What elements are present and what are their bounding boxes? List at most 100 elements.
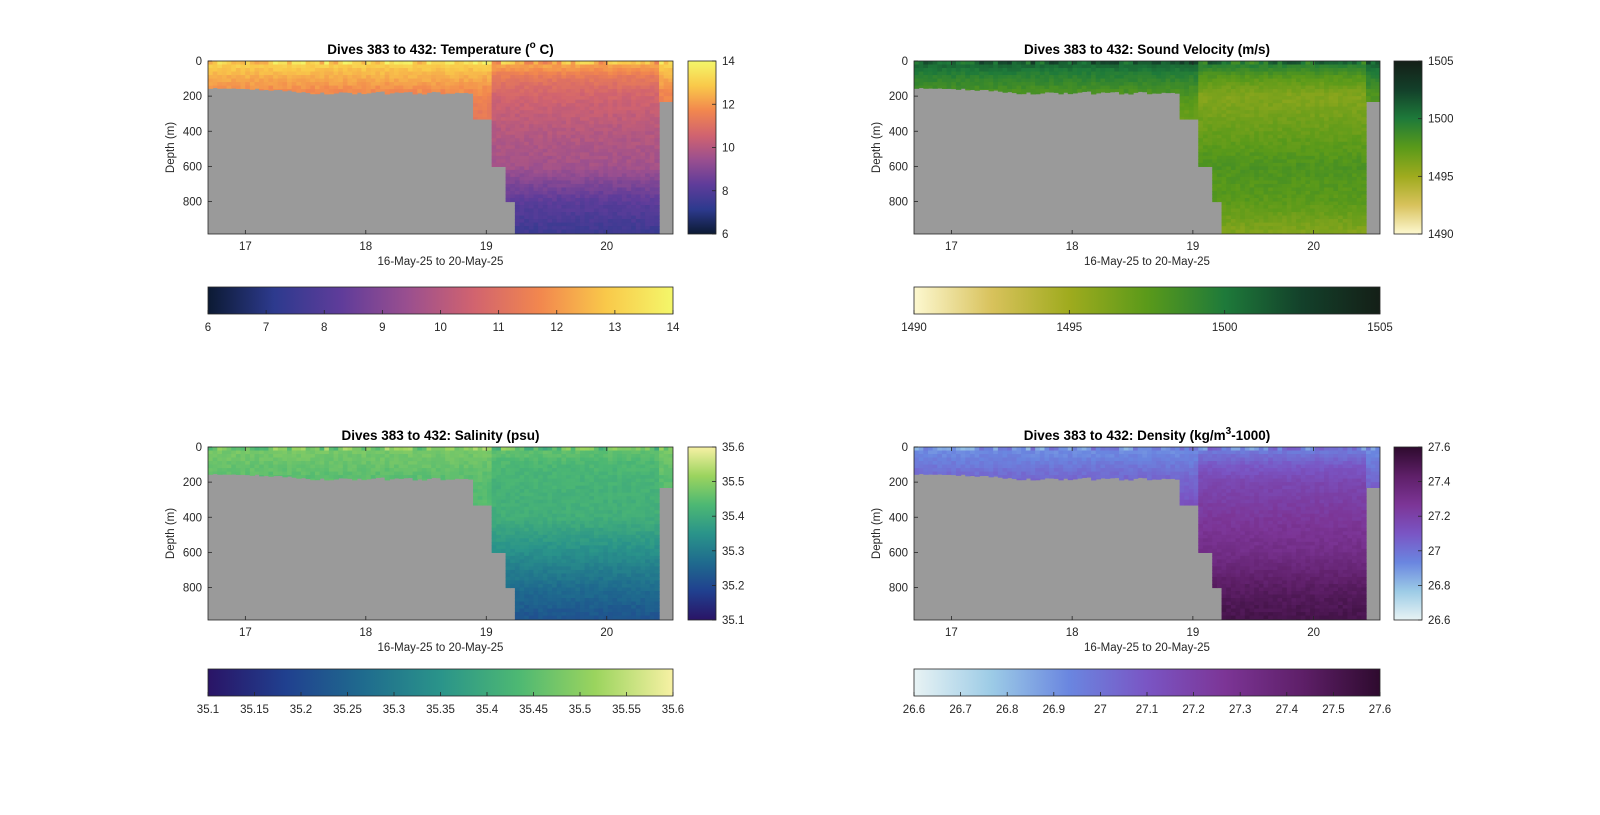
heatmap-cell <box>1300 96 1307 101</box>
heatmap-cell <box>245 464 251 469</box>
heatmap-cell <box>570 138 576 143</box>
heatmap-cell <box>510 155 516 160</box>
heatmap-cell <box>552 71 558 76</box>
heatmap-cell <box>514 208 521 213</box>
heatmap-cell <box>1249 71 1255 76</box>
heatmap-cell <box>1342 201 1348 206</box>
heatmap-cell <box>510 99 516 104</box>
heatmap-cell <box>607 183 614 189</box>
heatmap-cell <box>1240 219 1246 224</box>
heatmap-cell <box>1258 71 1265 76</box>
heatmap-cell <box>1165 85 1171 90</box>
heatmap-cell <box>1263 82 1269 87</box>
heatmap-cell <box>607 110 614 115</box>
heatmap-cell <box>589 208 595 213</box>
heatmap-cell <box>561 159 567 164</box>
heatmap-cell <box>538 110 544 115</box>
heatmap-cell <box>955 61 962 66</box>
heatmap-cell <box>221 61 228 66</box>
heatmap-cell <box>1286 145 1293 150</box>
heatmap-cell <box>1333 212 1339 217</box>
heatmap-cell <box>1272 61 1279 66</box>
heatmap-cell <box>1226 145 1232 150</box>
heatmap-cell <box>1063 89 1069 93</box>
heatmap-cell <box>1044 61 1050 66</box>
heatmap-cell <box>552 85 558 90</box>
heatmap-cell <box>519 148 525 153</box>
heatmap-cell <box>528 205 535 210</box>
heatmap-cell <box>245 78 251 83</box>
heatmap-cell <box>654 162 660 167</box>
heatmap-cell <box>1021 78 1027 83</box>
heatmap-cell <box>240 447 246 452</box>
heatmap-cell <box>1338 61 1344 66</box>
heatmap-cell <box>333 78 339 83</box>
heatmap-cell <box>394 71 400 76</box>
heatmap-cell <box>969 78 976 83</box>
heatmap-cell <box>1291 75 1297 80</box>
heatmap-cell <box>1240 145 1246 150</box>
heatmap-cell <box>1305 166 1311 171</box>
heatmap-cell <box>542 82 549 87</box>
heatmap-cell <box>1268 208 1274 213</box>
heatmap-cell <box>259 464 265 469</box>
heatmap-cell <box>482 113 488 118</box>
heatmap-cell <box>1310 190 1316 196</box>
heatmap-cell <box>603 222 609 227</box>
heatmap-cell <box>566 92 572 97</box>
heatmap-cell <box>1361 152 1367 157</box>
heatmap-cell <box>584 120 590 125</box>
heatmap-cell <box>635 148 642 153</box>
heatmap-cell <box>631 215 637 220</box>
heatmap-cell <box>556 82 562 87</box>
heatmap-cell <box>1263 99 1269 104</box>
heatmap-cell <box>1300 226 1307 231</box>
heatmap-cell <box>533 152 539 157</box>
heatmap-cell <box>1328 166 1334 171</box>
heatmap-cell <box>1216 103 1223 108</box>
heatmap-cell <box>277 64 283 69</box>
heatmap-cell <box>1286 183 1293 189</box>
heatmap-cell <box>524 106 530 111</box>
heatmap-cell <box>249 457 256 462</box>
heatmap-cell <box>649 166 655 171</box>
heatmap-cell <box>1282 219 1288 224</box>
heatmap-cell <box>533 148 539 153</box>
heatmap-cell <box>607 106 614 111</box>
heatmap-cell <box>1314 226 1321 231</box>
heatmap-cell <box>477 99 483 104</box>
heatmap-cell <box>435 85 442 90</box>
heatmap-cell <box>1305 64 1311 69</box>
heatmap-cell <box>1235 226 1241 231</box>
heatmap-cell <box>566 141 572 146</box>
heatmap-cell <box>235 64 242 69</box>
heatmap-cell <box>1230 120 1237 125</box>
heatmap-cell <box>1011 64 1018 69</box>
heatmap-cell <box>1268 138 1274 143</box>
heatmap-cell <box>245 454 251 459</box>
heatmap-cell <box>566 148 572 153</box>
heatmap-cell <box>603 89 609 94</box>
heatmap-cell <box>1133 61 1139 66</box>
heatmap-cell <box>584 127 590 132</box>
heatmap-cell <box>1184 117 1190 120</box>
heatmap-cell <box>589 222 595 227</box>
heatmap-cell <box>1277 169 1283 174</box>
heatmap-cell <box>617 131 623 136</box>
heatmap-cell <box>1338 124 1344 129</box>
heatmap-cell <box>561 141 567 146</box>
heatmap-cell <box>1212 61 1218 66</box>
heatmap-cell <box>1133 64 1139 69</box>
heatmap-cell <box>361 71 367 76</box>
heatmap-cell <box>1235 99 1241 104</box>
heatmap-cell <box>1147 75 1153 80</box>
heatmap-cell <box>1347 92 1353 97</box>
heatmap-cell <box>1216 173 1223 178</box>
heatmap-cell <box>1328 173 1334 178</box>
heatmap-cell <box>1109 89 1115 93</box>
heatmap-cell <box>1212 162 1218 167</box>
heatmap-cell <box>1338 187 1344 192</box>
heatmap-cell <box>1272 113 1279 118</box>
heatmap-cell <box>319 85 325 90</box>
heatmap-cell <box>1314 215 1321 220</box>
